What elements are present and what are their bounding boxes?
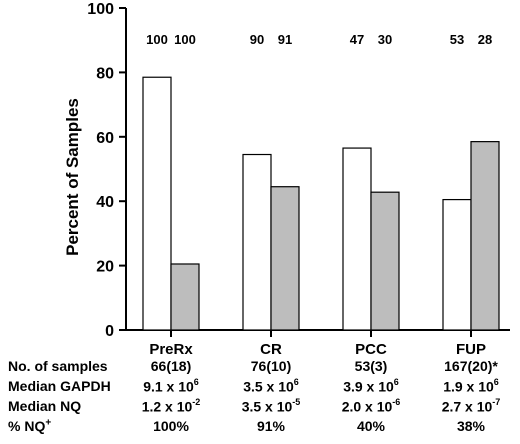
- bar-fup-series2: [470, 141, 500, 331]
- cell-exponent: -2: [192, 397, 201, 407]
- cell-exponent: 6: [293, 377, 299, 387]
- cell-exponent: 6: [193, 377, 199, 387]
- top-count-label: 53: [450, 32, 464, 47]
- y-tick-label: 80: [96, 65, 114, 82]
- bars: [142, 76, 500, 331]
- cell-base: 2.7 x 10: [441, 398, 493, 415]
- table-row: % NQ+ 100% 91% 40% 38%: [0, 418, 520, 438]
- bar-fup-series1: [442, 198, 472, 331]
- top-count-label: 90: [250, 32, 264, 47]
- y-axis: 0 20 40 60 80 100: [87, 1, 127, 340]
- cell-base: 3.5 x 10: [241, 398, 293, 415]
- table-cell: 3.5 x 10-5: [216, 397, 326, 415]
- cell-base: 3.5 x 10: [243, 378, 294, 395]
- table-cell: 38%: [456, 418, 486, 434]
- y-axis-label: Percent of Samples: [63, 98, 82, 256]
- row-label: Median GAPDH: [8, 378, 111, 394]
- bar-cr-series1: [242, 153, 272, 331]
- cell-base: 1.9 x 10: [443, 378, 494, 395]
- row-label-text: Median NQ: [8, 398, 82, 414]
- y-tick-label: 0: [105, 323, 114, 340]
- bar-prerx-series1: [142, 76, 172, 331]
- row-label: % NQ+: [8, 418, 51, 434]
- row-label-text: No. of samples: [8, 358, 108, 374]
- table-cell: 66(18): [150, 358, 192, 374]
- table-cell: 53(3): [354, 358, 388, 374]
- top-count-label: 30: [378, 32, 392, 47]
- bar-chart: 0 20 40 60 80 100 PreRx CR PCC FUP 100 100 90 91 47 3…: [63, 1, 510, 358]
- cell-exponent: 6: [493, 377, 499, 387]
- table-cell: 100%: [153, 418, 189, 434]
- cell-base: 3.9 x 10: [343, 378, 394, 395]
- cell-exponent: -7: [492, 397, 501, 407]
- table-cell: 3.9 x 106: [316, 377, 426, 395]
- table-cell: 9.1 x 106: [116, 377, 226, 395]
- table-cell: 76(10): [250, 358, 292, 374]
- cell-base: 9.1 x 10: [143, 378, 194, 395]
- row-label-text: Median GAPDH: [8, 378, 111, 394]
- row-label: No. of samples: [8, 358, 108, 374]
- y-tick-label: 100: [87, 1, 114, 18]
- y-tick-label: 60: [96, 130, 114, 147]
- y-tick-label: 40: [96, 194, 114, 211]
- table-cell: 2.7 x 10-7: [416, 397, 520, 415]
- top-count-label: 100: [174, 32, 196, 47]
- table-row: Median GAPDH 9.1 x 106 3.5 x 106 3.9 x 106 1…: [0, 377, 520, 398]
- table-cell: 3.5 x 106: [216, 377, 326, 395]
- bar-pcc-series1: [342, 147, 372, 331]
- top-count-label: 91: [278, 32, 292, 47]
- bar-cr-series2: [270, 186, 300, 331]
- table-cell: 40%: [356, 418, 386, 434]
- row-label: Median NQ: [8, 398, 81, 414]
- x-tick-label: FUP: [456, 341, 486, 358]
- x-axis: PreRx CR PCC FUP: [125, 329, 510, 358]
- y-tick-label: 20: [96, 259, 114, 276]
- cell-base: 2.0 x 10: [341, 398, 393, 415]
- table-cell: 91%: [256, 418, 286, 434]
- table-cell: 1.2 x 10-2: [116, 397, 226, 415]
- table-row: Median NQ 1.2 x 10-2 3.5 x 10-5 2.0 x 10-6 2…: [0, 397, 520, 418]
- table-row: No. of samples 66(18) 76(10) 53(3) 167(20)*: [0, 358, 520, 378]
- bar-prerx-series2: [170, 263, 200, 331]
- table-cell: 2.0 x 10-6: [316, 397, 426, 415]
- cell-exponent: -6: [392, 397, 401, 407]
- top-count-label: 28: [478, 32, 492, 47]
- cell-exponent: 6: [393, 377, 399, 387]
- table-cell: 1.9 x 106: [416, 377, 520, 395]
- top-labels: 100 100 90 91 47 30 53 28: [146, 32, 492, 47]
- cell-base: 1.2 x 10: [141, 398, 193, 415]
- row-label-text: % NQ: [8, 418, 46, 434]
- table-cell: 167(20)*: [444, 358, 498, 374]
- top-count-label: 100: [146, 32, 168, 47]
- cell-exponent: -5: [292, 397, 301, 407]
- x-tick-label: CR: [260, 341, 282, 358]
- row-label-superscript: +: [45, 417, 52, 429]
- bar-pcc-series2: [370, 191, 400, 331]
- x-tick-label: PreRx: [149, 341, 193, 358]
- top-count-label: 47: [350, 32, 364, 47]
- x-tick-label: PCC: [355, 341, 387, 358]
